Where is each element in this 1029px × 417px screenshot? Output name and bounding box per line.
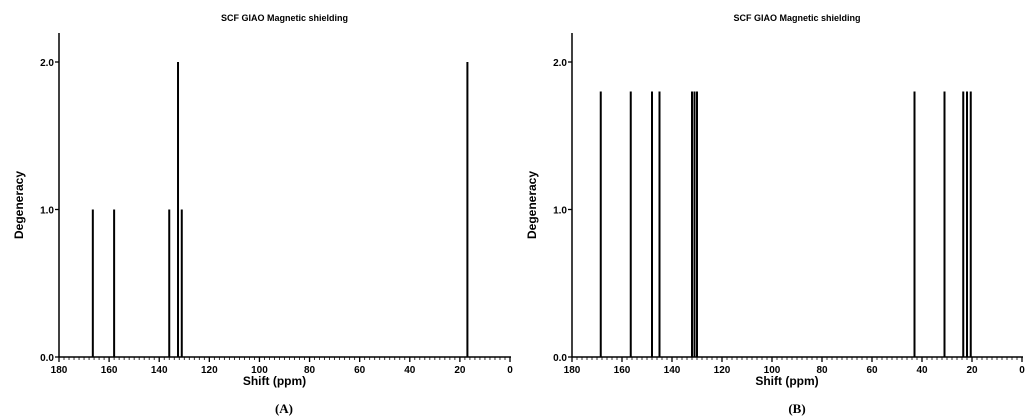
x-tick-label: 180	[564, 365, 581, 376]
x-tick-label: 60	[866, 365, 878, 376]
y-tick-label: 0.0	[553, 353, 567, 364]
x-tick-label: 160	[101, 365, 118, 376]
x-tick-label: 180	[51, 365, 68, 376]
x-axis-title: Shift (ppm)	[755, 374, 818, 388]
x-tick-label: 80	[816, 365, 828, 376]
x-tick-label: 60	[354, 365, 366, 376]
chart-title: SCF GIAO Magnetic shielding	[221, 13, 348, 23]
x-tick-label: 100	[764, 365, 781, 376]
x-tick-label: 0	[1019, 365, 1025, 376]
x-tick-label: 0	[507, 365, 513, 376]
x-tick-label: 100	[251, 365, 268, 376]
x-tick-label: 120	[201, 365, 218, 376]
y-axis-title: Degeneracy	[12, 171, 26, 239]
x-tick-label: 40	[404, 365, 416, 376]
y-tick-label: 0.0	[40, 353, 54, 364]
x-axis-title: Shift (ppm)	[243, 374, 306, 388]
panel-b: SCF GIAO Magnetic shielding 180 160 140 120 1…	[525, 13, 1025, 416]
x-tick-label: 160	[614, 365, 631, 376]
y-tick-label: 2.0	[40, 58, 54, 69]
y-axis-title: Degeneracy	[525, 171, 539, 239]
panel-a: SCF GIAO Magnetic shielding 180 160 140 120 1…	[12, 13, 513, 416]
x-tick-label: 140	[664, 365, 681, 376]
x-tick-label: 20	[966, 365, 978, 376]
y-tick-label: 1.0	[40, 206, 54, 217]
x-tick-label: 140	[151, 365, 168, 376]
x-tick-label: 120	[714, 365, 731, 376]
x-tick-label: 40	[916, 365, 928, 376]
chart-title: SCF GIAO Magnetic shielding	[733, 13, 860, 23]
panel-label: (A)	[275, 401, 293, 416]
y-tick-label: 2.0	[553, 58, 567, 69]
y-tick-label: 1.0	[553, 206, 567, 217]
panel-label: (B)	[788, 401, 805, 416]
x-tick-label: 20	[454, 365, 466, 376]
x-tick-label: 80	[304, 365, 316, 376]
